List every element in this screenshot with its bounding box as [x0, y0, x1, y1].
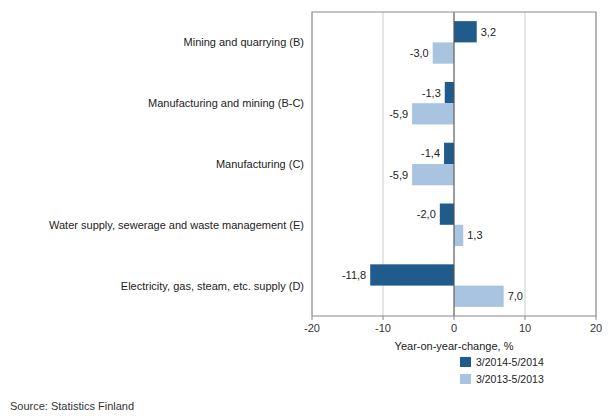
tick-label: 10 — [519, 322, 531, 334]
plot-frame — [312, 12, 596, 316]
grid — [312, 12, 596, 316]
bar — [440, 204, 454, 225]
x-axis: -20 -10 0 10 20 — [304, 316, 602, 334]
data-label: -5,9 — [389, 108, 408, 120]
grid-line — [525, 12, 526, 316]
category-label: Water supply, sewerage and waste managem… — [49, 219, 304, 231]
bar — [444, 143, 454, 164]
legend-label: 3/2014-5/2014 — [476, 356, 544, 368]
tick-label: -10 — [375, 322, 391, 334]
bar — [433, 42, 454, 63]
data-label: -11,8 — [342, 269, 366, 281]
chart: -11,8 -2,0 -1,4 -1,3 3,2 7,0 1,3 -5,9 -5,9 -3,0 -2… — [0, 0, 611, 418]
bar — [412, 164, 454, 185]
bar — [454, 225, 463, 246]
data-label: -2,0 — [417, 208, 436, 220]
bar — [412, 103, 454, 124]
category-label: Mining and quarrying (B) — [184, 36, 304, 48]
data-label: 3,2 — [481, 26, 496, 38]
category-label: Manufacturing (C) — [216, 158, 304, 170]
tick-label: 20 — [590, 322, 602, 334]
data-label: -5,9 — [389, 169, 408, 181]
legend-swatch — [460, 374, 471, 384]
bar — [370, 264, 454, 285]
category-label: Manufacturing and mining (B-C) — [148, 97, 304, 109]
category-label: Electricity, gas, steam, etc. supply (D) — [121, 280, 304, 292]
tick-label: 0 — [451, 322, 457, 334]
data-label: -1,3 — [422, 87, 441, 99]
zero-line — [454, 12, 455, 316]
data-label: 7,0 — [508, 290, 523, 302]
tick-mark — [383, 316, 384, 320]
grid-line — [454, 12, 455, 316]
tick-mark — [596, 316, 597, 320]
legend-swatch — [460, 357, 471, 367]
data-label: -3,0 — [410, 47, 429, 59]
bar — [445, 82, 454, 103]
bars — [370, 21, 503, 307]
tick-label: -20 — [304, 322, 320, 334]
legend-label: 3/2013-5/2013 — [476, 373, 544, 385]
data-label: -1,4 — [421, 147, 440, 159]
bar — [454, 286, 504, 307]
x-axis-label: Year-on-year-change, % — [395, 340, 514, 352]
legend: 3/2014-5/2014 3/2013-5/2013 — [460, 356, 544, 385]
data-labels: -11,8 -2,0 -1,4 -1,3 3,2 7,0 1,3 -5,9 -5,9 -3,0 — [342, 26, 523, 302]
bar — [454, 21, 477, 42]
source: Source: Statistics Finland — [10, 400, 134, 412]
data-label: 1,3 — [467, 229, 482, 241]
tick-mark — [312, 316, 313, 320]
tick-mark — [525, 316, 526, 320]
tick-mark — [454, 316, 455, 320]
